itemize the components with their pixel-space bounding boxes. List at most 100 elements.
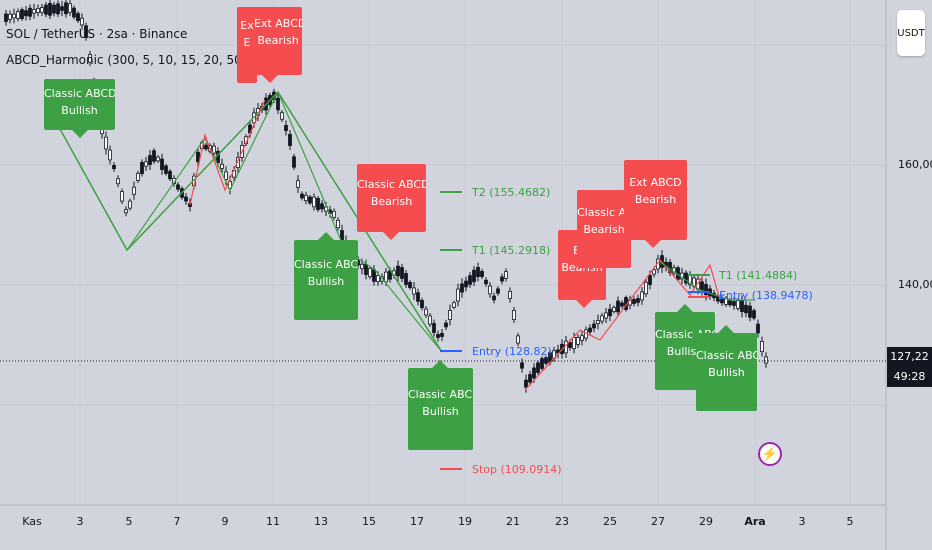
candle-body xyxy=(80,17,84,26)
candle-body xyxy=(16,11,20,19)
candle-body xyxy=(476,267,480,277)
time-axis-label: 21 xyxy=(506,515,520,528)
candle-body xyxy=(308,196,312,204)
candle-body xyxy=(296,180,300,188)
candle-body xyxy=(436,334,440,338)
pattern-zigzag xyxy=(524,259,721,391)
candle-body xyxy=(336,219,340,229)
candle-body xyxy=(516,335,520,344)
candle-body xyxy=(512,310,516,320)
candle-body xyxy=(28,7,32,17)
pattern-zigzag xyxy=(189,99,266,206)
candle-body xyxy=(292,156,296,168)
pattern-zigzag xyxy=(277,91,443,353)
candle-body xyxy=(284,125,288,131)
candle-body xyxy=(636,298,640,303)
candle-body xyxy=(4,13,8,22)
candle-body xyxy=(108,149,112,161)
pattern-zigzag xyxy=(659,261,755,301)
candle-body xyxy=(332,210,336,218)
candle-body xyxy=(144,161,148,167)
candle-body xyxy=(432,323,436,333)
time-axis-label: Ara xyxy=(744,515,766,528)
candle-body xyxy=(580,335,584,341)
time-axis-label: 11 xyxy=(266,515,280,528)
entry-label-right: Entry (138.9478) xyxy=(719,289,813,302)
candle-body xyxy=(504,271,508,279)
candle-body xyxy=(60,6,64,11)
candle-body xyxy=(416,292,420,302)
candle-body xyxy=(704,284,708,295)
candle-body xyxy=(168,170,172,180)
candle-body xyxy=(128,200,132,209)
candle-body xyxy=(360,263,364,270)
pattern-zigzag xyxy=(126,91,279,251)
candle-body xyxy=(748,305,752,318)
candle-body xyxy=(424,308,428,316)
lightning-icon[interactable]: ⚡ xyxy=(758,442,782,466)
candle-body xyxy=(488,285,492,295)
candle-body xyxy=(408,282,412,288)
candle-body xyxy=(428,315,432,325)
candle-body xyxy=(160,158,164,170)
candle-body xyxy=(592,323,596,329)
currency-unit-button[interactable]: USDT xyxy=(897,10,925,56)
label-pointer xyxy=(645,240,661,248)
candle-body xyxy=(528,374,532,383)
candle-body xyxy=(148,155,152,165)
candle-body xyxy=(24,10,28,17)
candle-body xyxy=(156,156,160,162)
time-axis-label: 5 xyxy=(125,515,133,528)
candle-body xyxy=(456,288,460,302)
candle-body xyxy=(196,151,200,163)
label-pointer xyxy=(576,300,592,308)
time-axis-label: 15 xyxy=(362,515,376,528)
target-1-label-right: T1 (141.4884) xyxy=(719,269,798,282)
candle-body xyxy=(204,144,208,150)
candle-body xyxy=(72,7,76,18)
pattern-label-bearish: Ext ABCD Bearish xyxy=(254,7,302,75)
candle-body xyxy=(176,184,180,190)
pattern-label-bearish: Ext ABCD Bearish xyxy=(624,160,687,240)
candle-body xyxy=(304,194,308,202)
candle-body xyxy=(44,4,48,15)
candle-body xyxy=(384,271,388,283)
candle-body xyxy=(88,54,92,63)
candle-body xyxy=(448,310,452,320)
candle-body xyxy=(364,264,368,275)
time-axis-label: 3 xyxy=(76,515,84,528)
candle-body xyxy=(616,300,620,313)
candle-body xyxy=(568,342,572,348)
time-axis-label: Kas xyxy=(22,515,42,528)
candle-body xyxy=(740,300,744,313)
candle-body xyxy=(48,2,52,16)
candle-body xyxy=(612,306,616,313)
candle-body xyxy=(8,13,12,20)
candle-body xyxy=(492,295,496,301)
label-pointer xyxy=(318,232,334,240)
time-axis-label: 17 xyxy=(410,515,424,528)
indicator-legend[interactable]: ABCD_Harmonic (300, 5, 10, 15, 20, 50, 1… xyxy=(6,53,270,67)
time-axis-label: 7 xyxy=(173,515,181,528)
candle-body xyxy=(484,279,488,285)
candle-body xyxy=(280,112,284,120)
candle-body xyxy=(764,356,768,364)
candle-body xyxy=(368,267,372,278)
price-axis-label: 160,00 xyxy=(898,158,932,171)
candle-body xyxy=(760,341,764,352)
currency-unit-label: USDT xyxy=(897,27,925,39)
candle-body xyxy=(540,358,544,369)
symbol-title[interactable]: SOL / TetherUS · 2sa · Binance xyxy=(6,27,188,41)
candle-body xyxy=(84,25,88,38)
candle-body xyxy=(404,273,408,285)
candle-body xyxy=(640,291,644,301)
candle-body xyxy=(228,181,232,189)
time-axis-label: 19 xyxy=(458,515,472,528)
candle-body xyxy=(112,164,116,170)
candle-body xyxy=(224,171,228,180)
candle-body xyxy=(532,367,536,379)
